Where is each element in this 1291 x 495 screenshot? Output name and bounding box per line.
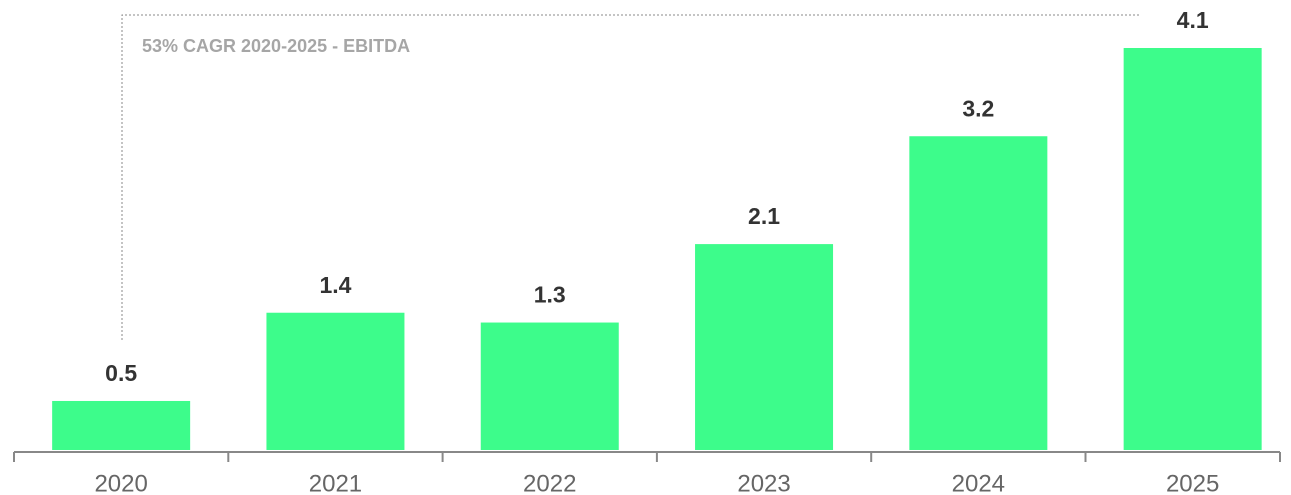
value-label: 1.3 — [534, 282, 566, 308]
x-tick-label: 2021 — [309, 470, 362, 495]
annotation: 53% CAGR 2020-2025 - EBITDA — [142, 36, 410, 56]
value-label: 4.1 — [1177, 7, 1209, 33]
bar — [52, 400, 191, 450]
value-label: 1.4 — [319, 272, 351, 298]
bar — [695, 244, 834, 450]
bar — [480, 322, 619, 450]
x-tick-label: 2024 — [952, 470, 1005, 495]
x-tick-label: 2022 — [523, 470, 576, 495]
bar — [909, 136, 1048, 450]
bar — [1123, 48, 1262, 450]
x-tick-label: 2023 — [737, 470, 790, 495]
bar — [266, 312, 405, 450]
x-tick-label: 2020 — [94, 470, 147, 495]
value-label: 3.2 — [962, 95, 994, 121]
value-label: 0.5 — [105, 360, 137, 386]
value-label: 2.1 — [748, 203, 780, 229]
cagr-bracket — [121, 14, 1140, 340]
x-tick-label: 2025 — [1166, 470, 1219, 495]
